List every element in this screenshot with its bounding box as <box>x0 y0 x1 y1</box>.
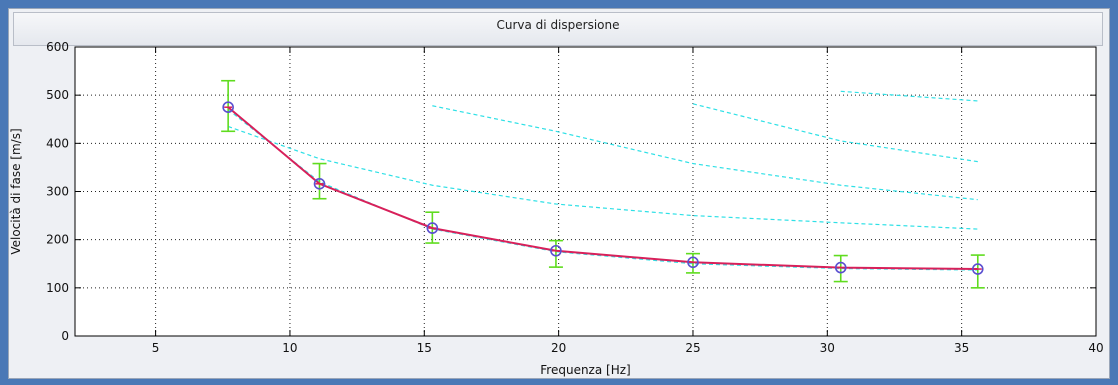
y-tick-label: 600 <box>46 40 69 54</box>
y-tick-label: 300 <box>46 185 69 199</box>
x-tick-label: 5 <box>152 341 160 355</box>
data-point-marker <box>687 256 699 269</box>
y-tick-label: 0 <box>61 329 69 343</box>
y-tick-label: 100 <box>46 281 69 295</box>
y-tick-label: 400 <box>46 136 69 150</box>
data-point-marker <box>222 101 234 114</box>
dashed-mode-line <box>692 103 978 163</box>
y-tick-label: 200 <box>46 233 69 247</box>
x-tick-label: 40 <box>1088 341 1103 355</box>
y-axis-label: Velocità di fase [m/s] <box>9 128 23 254</box>
dashed-mode-line <box>840 90 978 102</box>
x-tick-label: 15 <box>417 341 432 355</box>
dashed-mode-line <box>227 125 978 230</box>
data-point-marker <box>834 261 847 274</box>
chart-title-bar: Curva di dispersione <box>13 12 1103 46</box>
dashed-mode-line <box>432 105 978 201</box>
x-tick-label: 30 <box>820 341 835 355</box>
x-tick-label: 20 <box>551 341 566 355</box>
x-tick-label: 10 <box>282 341 297 355</box>
plot-area <box>75 47 1096 336</box>
x-tick-label: 25 <box>685 341 700 355</box>
data-point-marker <box>426 222 439 234</box>
data-point-marker <box>550 244 562 257</box>
y-tick-label: 500 <box>46 88 69 102</box>
x-axis-label: Frequenza [Hz] <box>540 363 630 377</box>
chart-title: Curva di dispersione <box>496 18 620 32</box>
x-tick-label: 35 <box>954 341 969 355</box>
data-point-marker <box>313 177 326 190</box>
data-point-marker <box>971 263 984 275</box>
